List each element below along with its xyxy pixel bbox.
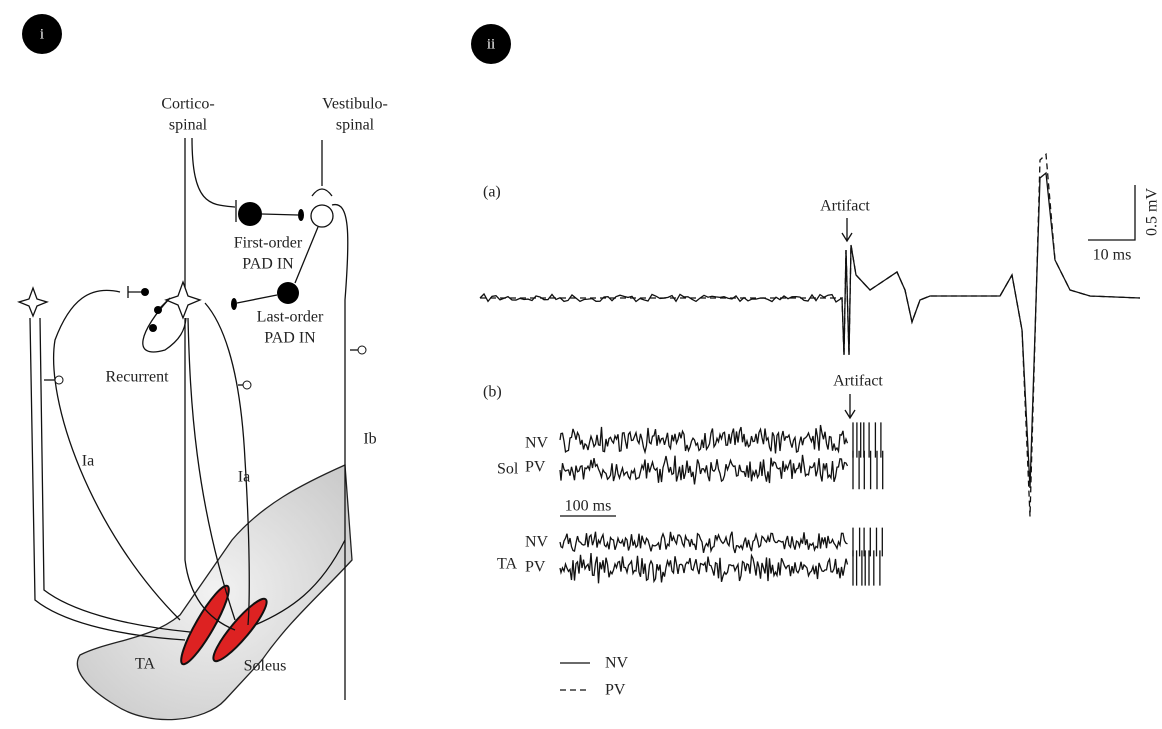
soleus-muscle [212, 597, 268, 663]
label: Recurrent [105, 369, 169, 386]
label: Ib [363, 431, 376, 448]
panel-ii: ii (a) Artifact 0.5 mV 10 ms (b) Artifac… [471, 24, 1161, 699]
ta-muscle [180, 584, 230, 666]
label: Sol [497, 461, 519, 478]
label: TA [135, 656, 155, 673]
label: Vestibulo- [322, 96, 388, 113]
arrow [844, 394, 856, 420]
ta-pv-trace-artifact [852, 550, 881, 586]
badge [22, 14, 62, 54]
label: 100 ms [565, 498, 612, 515]
label: (b) [483, 384, 502, 401]
label: NV [525, 534, 549, 551]
badge [471, 24, 511, 64]
label: spinal [169, 117, 208, 134]
badge-label: ii [487, 36, 495, 52]
label: Artifact [833, 373, 883, 390]
label: spinal [336, 117, 375, 134]
label: Ia [238, 469, 250, 486]
label: 0.5 mV [1144, 188, 1161, 236]
label: Cortico- [161, 96, 214, 113]
circuit [17, 137, 367, 700]
label: Last-order [257, 309, 324, 326]
badge-label: i [40, 26, 44, 42]
label: (a) [483, 184, 501, 201]
sol-nv-trace-artifact [852, 422, 882, 458]
label: PAD IN [242, 256, 294, 273]
label: NV [525, 435, 549, 452]
label: PV [525, 459, 546, 476]
legend-label: PV [605, 682, 626, 699]
label: PV [525, 559, 546, 576]
label: Soleus [244, 658, 287, 675]
label: Ia [82, 453, 94, 470]
label: PAD IN [264, 330, 316, 347]
sol-pv-trace [559, 454, 849, 485]
ta-nv-trace [559, 531, 848, 554]
label: 10 ms [1093, 247, 1132, 264]
ta-nv-trace-artifact [852, 527, 883, 557]
legend-label: NV [605, 655, 629, 672]
label: TA [497, 556, 517, 573]
arrow [841, 218, 853, 243]
sol-pv-trace-artifact [852, 450, 884, 490]
pv-trace [480, 152, 1141, 517]
nv-trace [479, 171, 1141, 489]
label: First-order [234, 235, 303, 252]
scale-bar [1088, 185, 1136, 241]
panel-i: i Cortico- spinal Vestibulo- spinal [17, 14, 388, 721]
leg [76, 464, 353, 721]
ta-pv-trace [559, 553, 849, 584]
label: Artifact [820, 198, 870, 215]
sol-nv-trace [559, 424, 849, 455]
